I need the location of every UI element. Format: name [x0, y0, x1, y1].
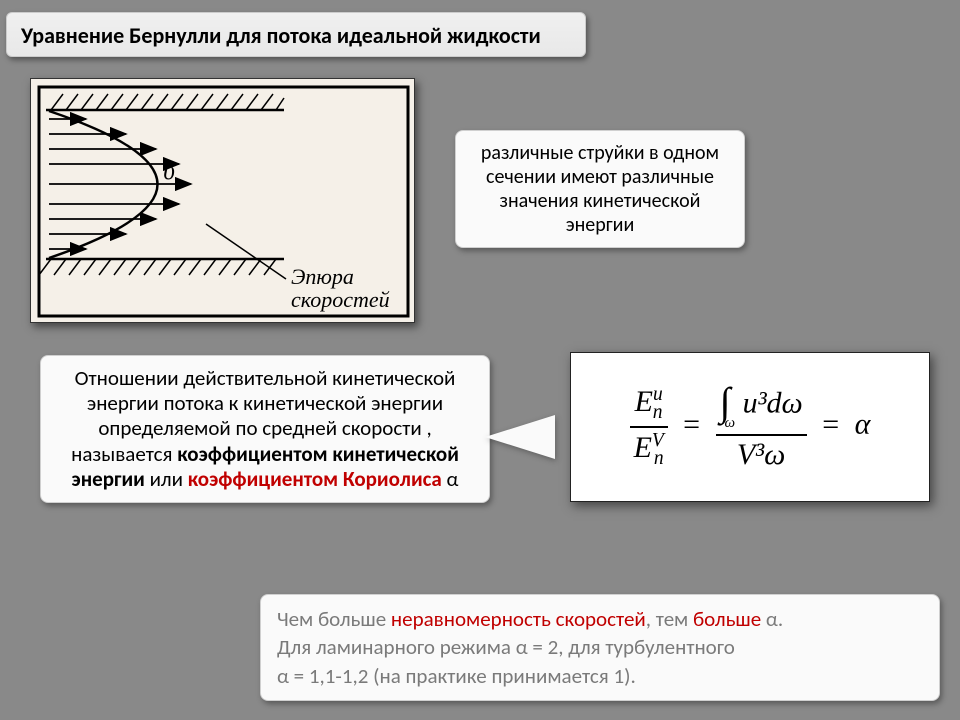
callout-coriolis-definition: Отношении действительной кинетической эн… [40, 355, 490, 503]
diagram-caption-1: Эпюра [291, 264, 354, 289]
c3-1d: больше [693, 606, 761, 632]
velocity-profile-diagram: υ Эпюра скоростей [30, 78, 415, 323]
c3-3: α = 1,1-1,2 (на практике принимается 1). [277, 662, 923, 690]
c2-post: α [442, 466, 459, 492]
c3-2: Для ламинарного режима α = 2, для турбул… [277, 633, 923, 661]
f-alpha: α [855, 408, 871, 441]
f-subn1: n [653, 402, 663, 423]
f-rden: V³ω [716, 436, 807, 472]
callout-pointer-icon [485, 415, 555, 459]
c3-1a: Чем больше [277, 606, 391, 632]
diagram-caption-2: скоростей [291, 287, 390, 312]
callout-kinetic-energy: различные струйки в одном сечении имеют … [455, 130, 745, 248]
c3-1b: неравномерность скоростей [391, 606, 646, 632]
velocity-symbol: υ [163, 156, 175, 185]
f-E2: E [634, 431, 652, 464]
f-rnum: u³dω [743, 387, 803, 420]
f-subn2: n [654, 448, 664, 469]
f-E1: E [635, 385, 653, 418]
coriolis-formula: Eun EVn = ∫ω u³dω V³ω = α [570, 352, 930, 502]
c3-1e: α. [761, 606, 783, 632]
slide-title: Уравнение Бернулли для потока идеальной … [6, 12, 586, 57]
c2-term2: коэффициентом Кориолиса [188, 466, 442, 492]
callout-alpha-values: Чем больше неравномерность скоростей, те… [260, 594, 940, 701]
c2-mid: или [145, 466, 188, 492]
c3-1c: , тем [646, 606, 693, 632]
